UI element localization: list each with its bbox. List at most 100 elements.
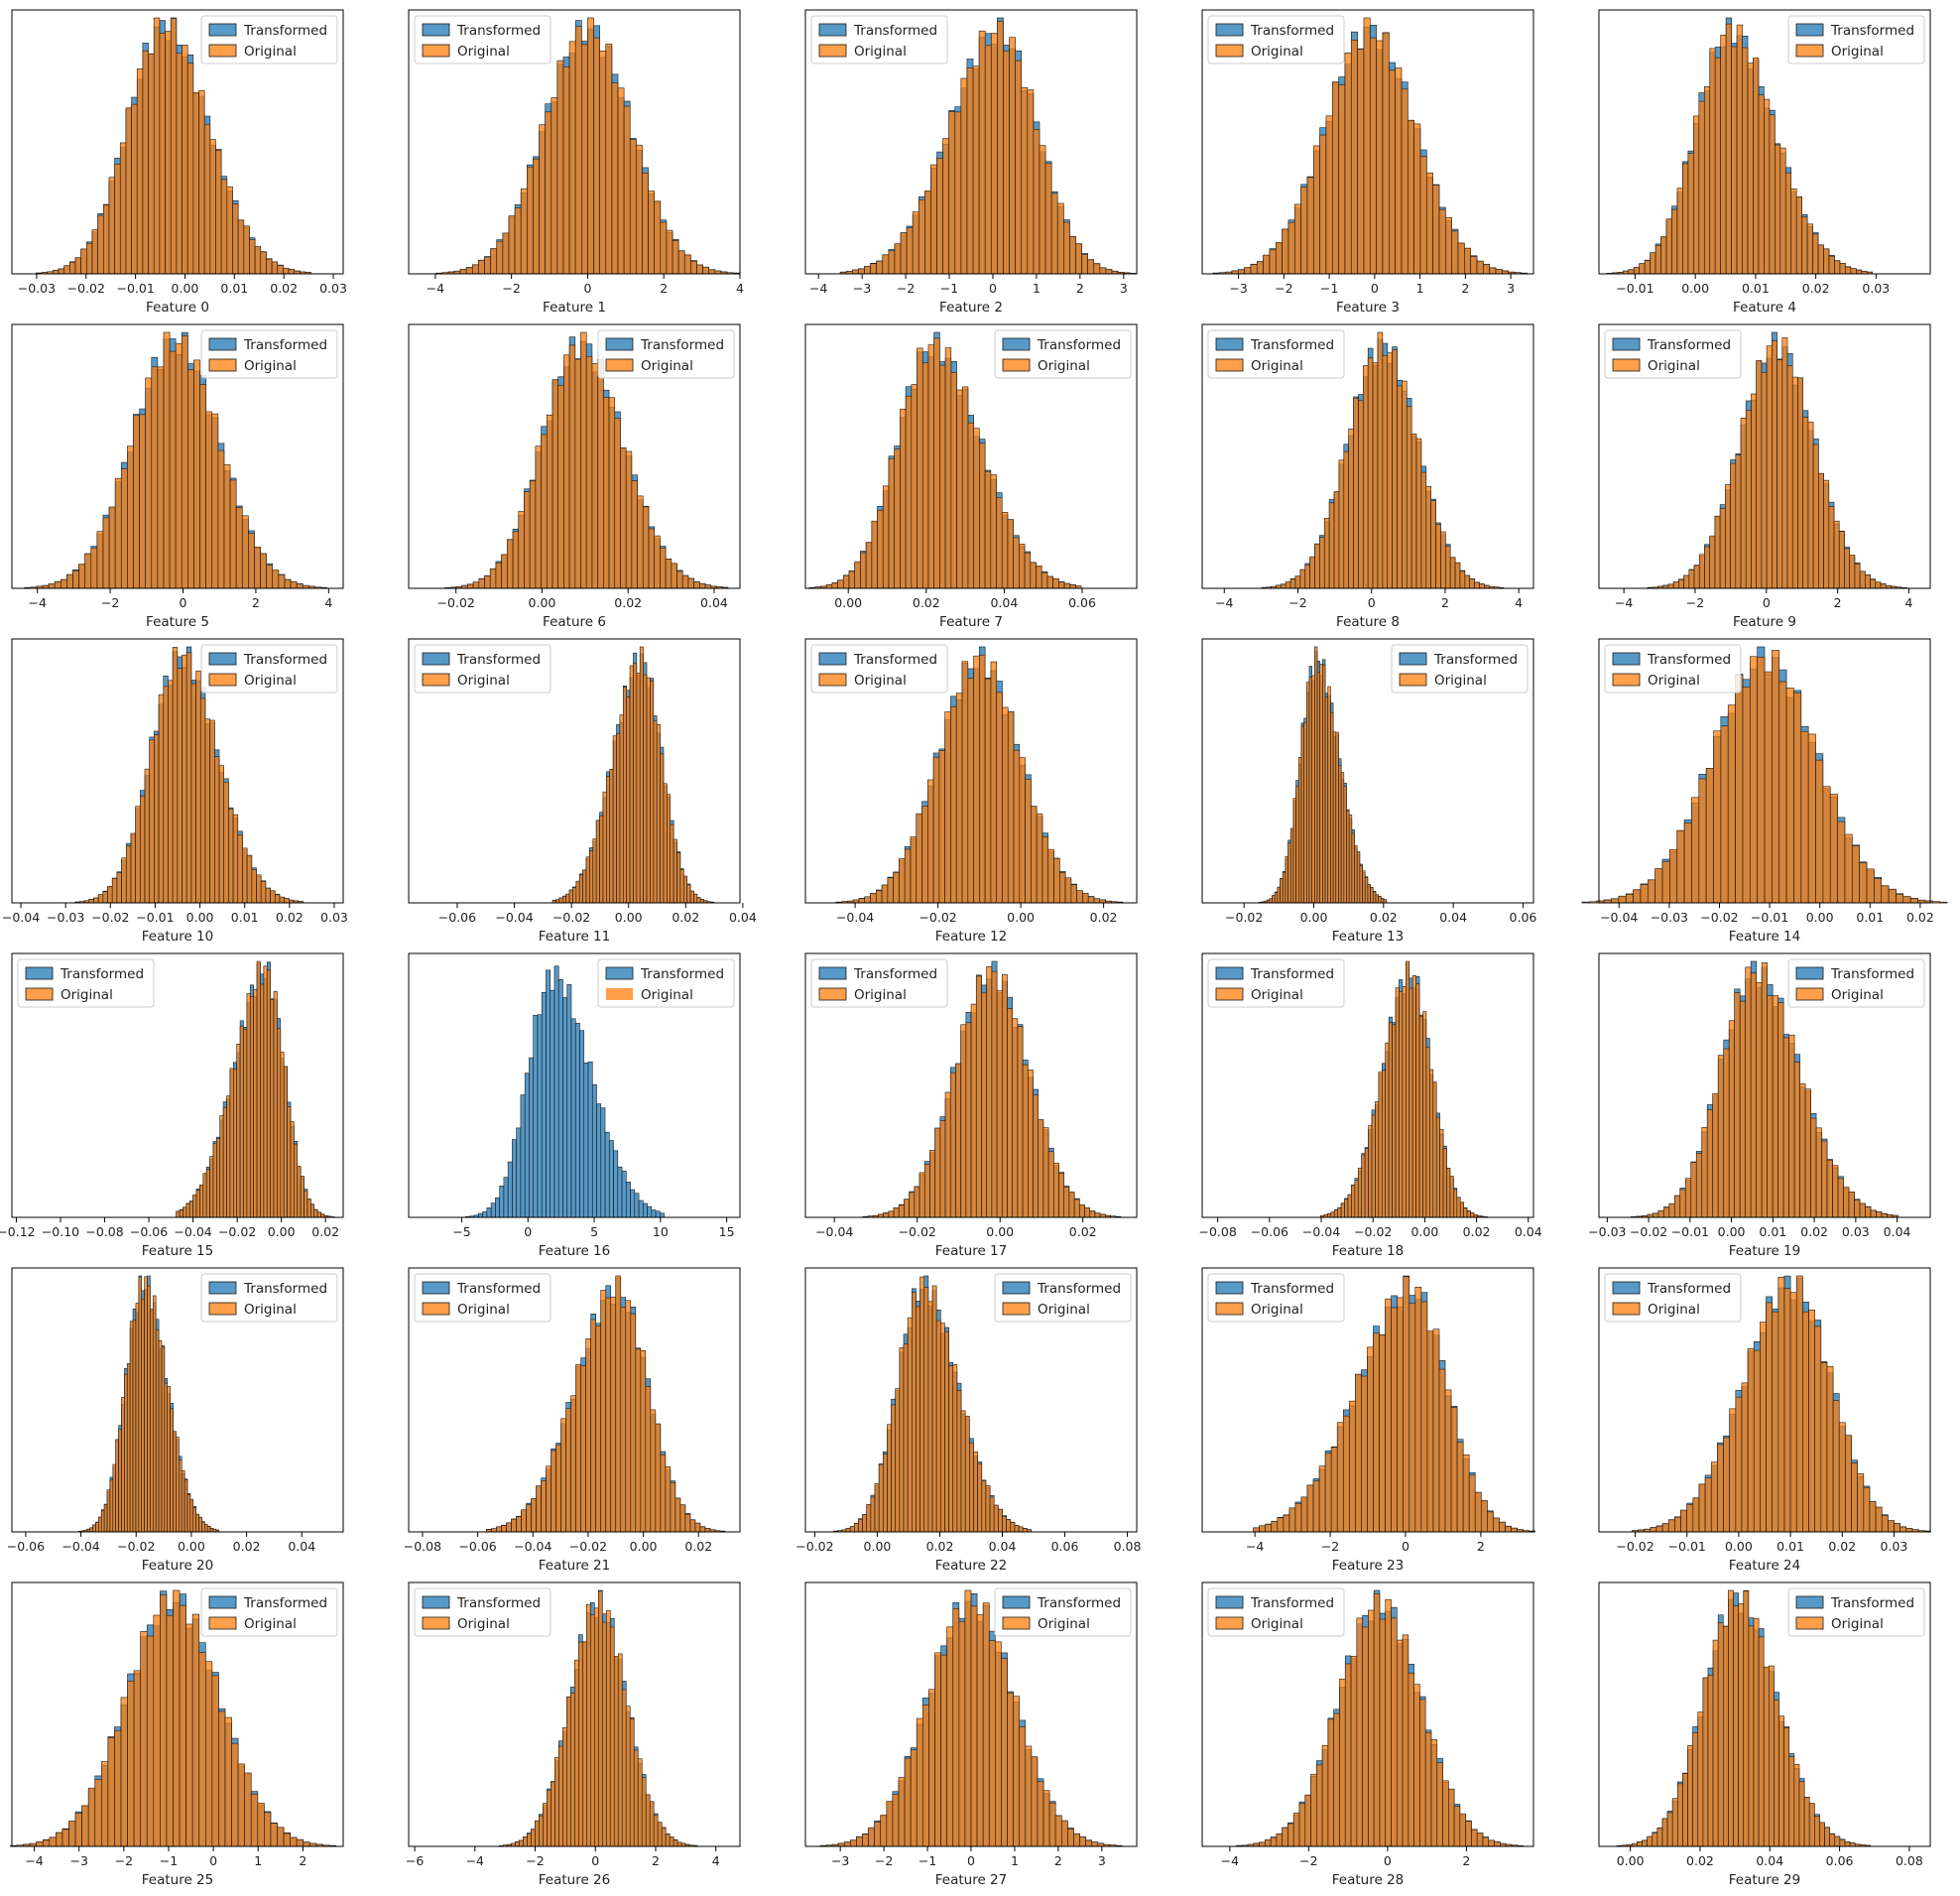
x-ticks: −4 −2 0 2 xyxy=(1246,1532,1485,1554)
original-bars-bin xyxy=(1333,1208,1338,1218)
original-bars xyxy=(176,960,331,1218)
original-bars-bin xyxy=(591,363,598,589)
original-bars-bin xyxy=(1316,672,1321,904)
original-bars-bin xyxy=(241,515,249,589)
original-bars-bin xyxy=(648,528,655,589)
original-bars-bin xyxy=(130,832,136,904)
original-bars-bin xyxy=(266,258,273,275)
original-bars-bin xyxy=(948,1365,954,1533)
original-bars-bin xyxy=(581,44,588,275)
original-bars-bin xyxy=(1480,1499,1488,1533)
legend-original-label: Original xyxy=(1648,673,1700,689)
original-bars-bin xyxy=(1857,1473,1865,1533)
original-bars-bin xyxy=(1640,884,1649,904)
original-bars-bin xyxy=(1426,1330,1434,1533)
original-bars-bin xyxy=(1476,260,1484,275)
x-tick-label: 0.04 xyxy=(1884,1224,1911,1239)
original-bars-bin xyxy=(1793,1062,1800,1218)
original-bars-bin xyxy=(1785,688,1794,904)
original-bars-bin xyxy=(1282,1827,1288,1847)
original-bars-bin xyxy=(539,124,546,275)
original-bars-bin xyxy=(209,1528,214,1533)
original-bars-bin xyxy=(226,1095,231,1218)
original-bars-bin xyxy=(640,1349,647,1533)
original-bars-bin xyxy=(960,1024,967,1218)
original-bars-bin xyxy=(918,199,925,275)
legend-original-swatch xyxy=(1215,44,1244,58)
original-bars-bin xyxy=(667,794,672,904)
original-bars-bin xyxy=(1001,512,1009,589)
original-bars-bin xyxy=(1844,833,1853,904)
transformed-bars-bin xyxy=(482,1211,488,1218)
original-bars-bin xyxy=(1237,269,1245,275)
original-bars-bin xyxy=(1702,1677,1709,1847)
original-bars-bin xyxy=(1821,1140,1828,1218)
legend-original-label: Original xyxy=(244,673,297,689)
transformed-bars-bin xyxy=(553,965,559,1218)
original-bars-bin xyxy=(533,158,540,275)
legend-transformed-label: Transformed xyxy=(1250,1281,1334,1297)
transformed-bars-bin xyxy=(512,1139,517,1218)
original-bars-bin xyxy=(1001,973,1008,1218)
original-bars-bin xyxy=(1105,269,1113,275)
original-bars-bin xyxy=(484,575,491,589)
original-bars-bin xyxy=(124,1373,128,1533)
original-bars-bin xyxy=(1856,269,1863,275)
original-bars-bin xyxy=(1306,1484,1314,1533)
original-bars-bin xyxy=(250,1793,259,1847)
original-bars-bin xyxy=(1367,884,1371,904)
original-bars-bin xyxy=(1779,147,1786,275)
original-bars-bin xyxy=(1476,1833,1484,1847)
legend-transformed-label: Transformed xyxy=(1433,652,1518,668)
original-bars-bin xyxy=(1362,870,1366,904)
original-bars-bin xyxy=(1041,835,1049,904)
original-bars-bin xyxy=(107,1737,115,1847)
x-tick-label: 0.03 xyxy=(319,281,347,296)
axes-frame xyxy=(408,9,741,275)
original-bars-bin xyxy=(1324,696,1329,904)
original-bars-bin xyxy=(260,881,267,904)
x-tick-label: 0.06 xyxy=(1510,910,1537,925)
x-ticks: 0.00 0.02 0.04 0.06 xyxy=(834,588,1096,610)
original-bars-bin xyxy=(80,248,87,275)
original-bars-bin xyxy=(1671,208,1678,275)
original-bars-bin xyxy=(472,581,480,589)
original-bars-bin xyxy=(1281,583,1286,589)
original-bars-bin xyxy=(1063,1186,1070,1218)
x-tick-label: 0.00 xyxy=(864,1539,892,1554)
original-bars xyxy=(486,1275,726,1533)
original-bars-bin xyxy=(183,1206,187,1218)
axes-frame xyxy=(408,1267,741,1533)
x-tick-label: −0.02 xyxy=(1225,910,1263,925)
original-bars-bin xyxy=(1674,1516,1681,1533)
original-bars xyxy=(1320,960,1488,1218)
original-bars-bin xyxy=(1358,400,1364,589)
legend-transformed-swatch xyxy=(605,337,634,351)
original-bars-bin xyxy=(195,670,201,904)
original-bars-bin xyxy=(699,899,704,904)
original-bars-bin xyxy=(1714,515,1721,589)
legend-original-label: Original xyxy=(1831,1616,1884,1632)
original-bars-bin xyxy=(1471,1829,1478,1847)
original-bars-bin xyxy=(990,474,997,589)
original-bars-bin xyxy=(1881,1212,1888,1218)
original-bars-bin xyxy=(1802,417,1809,589)
original-bars-bin xyxy=(1337,1207,1342,1218)
original-bars-bin xyxy=(1277,886,1281,904)
original-bars-bin xyxy=(1854,563,1861,589)
original-bars-bin xyxy=(1672,580,1679,589)
original-bars-bin xyxy=(597,358,604,589)
x-ticks: 0.00 0.02 0.04 0.06 0.08 xyxy=(1617,1846,1923,1868)
original-bars-bin xyxy=(1763,1666,1770,1847)
original-bars-bin xyxy=(563,354,570,589)
original-bars-bin xyxy=(108,506,116,589)
original-bars-bin xyxy=(610,1296,617,1533)
original-bars-bin xyxy=(936,158,943,275)
original-bars-bin xyxy=(100,1510,105,1533)
original-bars-bin xyxy=(547,1790,551,1847)
original-bars-bin xyxy=(1727,704,1736,904)
x-tick-label: 0.02 xyxy=(311,1224,339,1239)
original-bars-bin xyxy=(159,33,166,275)
original-bars-bin xyxy=(1343,786,1347,904)
original-bars-bin xyxy=(1804,1088,1811,1218)
